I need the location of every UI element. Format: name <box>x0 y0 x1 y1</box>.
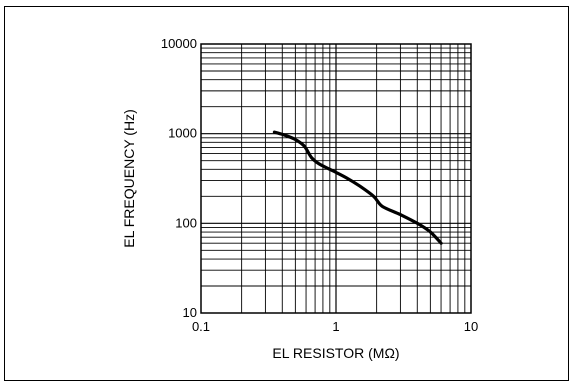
x-tick-label: 1 <box>332 319 339 334</box>
series-layer <box>272 130 443 245</box>
y-tick-label: 10 <box>183 305 197 320</box>
grid <box>201 44 471 313</box>
figure-frame <box>4 6 569 381</box>
tick-labels: 0.1 1 10 10 100 1000 10000 <box>161 36 478 334</box>
x-tick-label: 0.1 <box>192 319 210 334</box>
y-tick-label: 100 <box>175 215 197 230</box>
x-axis-label: EL RESISTOR (MΩ) <box>272 345 399 361</box>
plot-area <box>200 43 472 314</box>
y-tick-label: 10000 <box>161 36 197 51</box>
series-line <box>272 130 443 245</box>
y-axis-label: EL FREQUENCY (Hz) <box>121 109 137 247</box>
x-tick-label: 10 <box>464 319 478 334</box>
y-tick-label: 1000 <box>168 126 197 141</box>
